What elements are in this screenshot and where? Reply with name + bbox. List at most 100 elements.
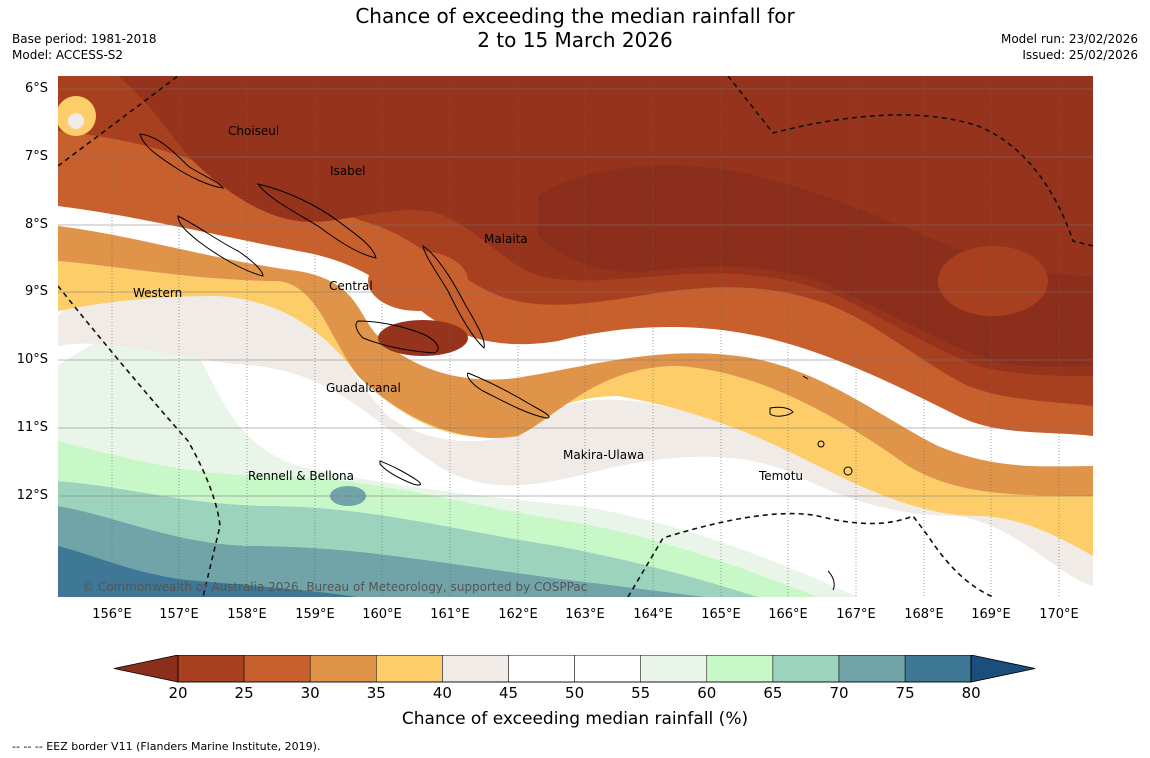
colorbar-segment [442, 655, 509, 683]
lat-label-7s: 7°S [24, 149, 48, 164]
copyright-notice: © Commonwealth of Australia 2026, Bureau… [82, 580, 588, 594]
lat-label-6s: 6°S [24, 81, 48, 96]
wet-pocket-west-inner [68, 113, 84, 129]
island-new-georgia [177, 215, 264, 277]
region-label-western: Western [133, 286, 183, 300]
model-run: Model run: 23/02/2026 [1000, 32, 1138, 46]
island-temotu-small-1 [817, 440, 825, 448]
colorbar-segment [574, 655, 641, 683]
island-malaita [422, 244, 485, 349]
region-label-temotu: Temotu [759, 469, 804, 483]
island-santa-cruz [827, 570, 835, 591]
colorbar-segment [904, 655, 972, 683]
band-55-60 [58, 329, 858, 597]
region-label-isabel: Isabel [330, 164, 366, 178]
issued-date: Issued: 25/02/2026 [1022, 48, 1138, 62]
region-label-choiseul: Choiseul [228, 124, 280, 138]
colorbar-segment [772, 655, 840, 683]
model-info: Base period: 1981-2018 Model: ACCESS-S2 [12, 31, 157, 63]
lat-label-10s: 10°S [16, 352, 48, 367]
colorbar-segment [177, 655, 245, 683]
colorbar-segment [309, 655, 377, 683]
map-canvas [58, 76, 1093, 597]
colorbar-segment [376, 655, 443, 683]
colorbar-tick-label: 55 [631, 684, 651, 702]
band-35-40 [58, 261, 1093, 556]
latitude-gridlines [58, 88, 1093, 497]
lon-label-159e: 159°E [295, 607, 335, 622]
island-ndeni [769, 406, 794, 417]
lat-label-8s: 8°S [24, 217, 48, 232]
band-65-70 [58, 481, 758, 597]
colorbar [114, 655, 1036, 683]
colorbar-extend-low [114, 655, 179, 683]
island-coastlines [139, 133, 853, 591]
band-30-35 [58, 226, 1093, 496]
island-rennell [379, 460, 421, 486]
colorbar-tick-label: 80 [961, 684, 981, 702]
colorbar-tick-label: 60 [697, 684, 717, 702]
colorbar-segment [243, 655, 311, 683]
colorbar-tick-label: 45 [498, 684, 519, 702]
lon-label-157e: 157°E [159, 607, 199, 622]
title-line-2: 2 to 15 March 2026 [477, 28, 673, 52]
island-sikaiana [802, 375, 809, 380]
band-75-80 [58, 546, 358, 597]
colorbar-segment [508, 655, 575, 683]
colorbar-tick-label: 35 [366, 684, 386, 702]
colorbar-tick-label: 30 [300, 684, 320, 702]
lon-label-167e: 167°E [836, 607, 876, 622]
lon-label-166e: 166°E [768, 607, 808, 622]
lon-label-168e: 168°E [904, 607, 944, 622]
colorbar-tick-label: 20 [168, 684, 188, 702]
band-70-75 [58, 506, 708, 597]
island-guadalcanal [355, 320, 439, 354]
lat-label-9s: 9°S [24, 284, 48, 299]
lon-label-169e: 169°E [971, 607, 1011, 622]
colorbar-segment [838, 655, 906, 683]
dry-pocket-central [368, 251, 468, 311]
rainfall-map [58, 76, 1093, 597]
colorbar-tick-label: 40 [432, 684, 452, 702]
band-60-65 [58, 441, 818, 597]
region-label-rennell-bellona: Rennell & Bellona [248, 469, 355, 483]
lon-label-161e: 161°E [430, 607, 470, 622]
colorbar-segment [706, 655, 774, 683]
band-40-45 [58, 286, 1093, 586]
colorbar-title: Chance of exceeding median rainfall (%) [401, 709, 749, 729]
island-temotu-small-2 [843, 466, 853, 476]
lon-label-162e: 162°E [498, 607, 538, 622]
region-label-malaita: Malaita [484, 232, 528, 246]
lon-label-170e: 170°E [1039, 607, 1079, 622]
chart-title: Chance of exceeding the median rainfall … [0, 4, 1150, 52]
colorbar-tick-label: 25 [234, 684, 254, 702]
eez-footnote: -- -- -- EEZ border V11 (Flanders Marine… [12, 740, 321, 753]
colorbar-tick-label: 75 [895, 684, 915, 702]
colorbar-tick-label: 65 [763, 684, 783, 702]
eez-border [58, 76, 1093, 597]
colorbar-tick-label: 50 [565, 684, 585, 702]
band-below-20-inner [538, 165, 1093, 367]
colorbar-extend-high [970, 655, 1036, 683]
base-period: Base period: 1981-2018 [12, 32, 157, 46]
title-line-1: Chance of exceeding the median rainfall … [355, 4, 795, 28]
island-makira [467, 372, 550, 419]
dry-pocket-east [938, 246, 1048, 316]
model-name: Model: ACCESS-S2 [12, 48, 124, 62]
dry-pocket-guadalcanal [378, 320, 468, 356]
lon-label-163e: 163°E [565, 607, 605, 622]
colorbar-tick-label: 70 [829, 684, 849, 702]
lon-label-165e: 165°E [701, 607, 741, 622]
colorbar-segment [640, 655, 708, 683]
region-label-central: Central [329, 279, 373, 293]
island-choiseul [139, 133, 225, 189]
lat-label-11s: 11°S [16, 420, 48, 435]
lat-label-12s: 12°S [16, 488, 48, 503]
region-label-guadalcanal: Guadalcanal [326, 381, 401, 395]
lon-label-156e: 156°E [92, 607, 132, 622]
lon-label-158e: 158°E [227, 607, 267, 622]
region-label-makira-ulawa: Makira-Ulawa [563, 448, 645, 462]
run-info: Model run: 23/02/2026 Issued: 25/02/2026 [1001, 31, 1138, 63]
island-isabel [256, 183, 377, 259]
lon-label-164e: 164°E [633, 607, 673, 622]
